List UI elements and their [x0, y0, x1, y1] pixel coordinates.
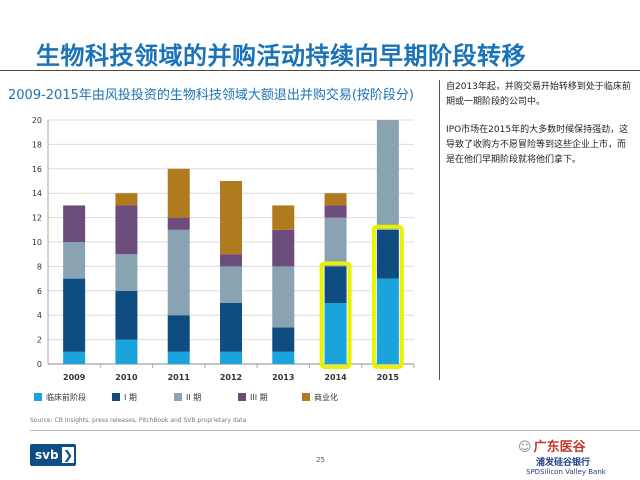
x-tick-label: 2011 — [168, 373, 191, 382]
bar-segment — [272, 205, 295, 230]
legend-swatch — [302, 393, 310, 401]
legend-label: I 期 — [124, 393, 137, 402]
bar-segment — [115, 254, 138, 291]
legend-label: 临床前阶段 — [46, 392, 86, 402]
chart-subtitle: 2009-2015年由风投投资的生物科技领域大额退出并购交易(按阶段分) — [8, 88, 415, 103]
bar-segment — [63, 205, 86, 242]
y-tick-label: 14 — [32, 189, 42, 198]
highlight-box — [319, 261, 352, 369]
legend-label: 商业化 — [314, 392, 338, 402]
x-tick-label: 2010 — [115, 373, 138, 382]
bar-segment — [272, 266, 295, 328]
x-tick-label: 2009 — [63, 373, 86, 382]
bar-segment — [324, 266, 347, 303]
bar-segment — [272, 327, 295, 352]
bar-segment — [220, 254, 242, 267]
chevron-right-icon: ❯ — [62, 447, 74, 463]
wechat-icon: ☺ — [518, 440, 532, 455]
bar-segment — [324, 217, 347, 267]
bar-segment — [63, 242, 86, 279]
y-tick-label: 6 — [37, 287, 42, 296]
bar-segment — [167, 168, 190, 218]
x-tick-label: 2013 — [272, 373, 294, 382]
svb-logo-text: svb — [35, 448, 59, 462]
stacked-bar-chart: 0 2 4 6 8 10 12 14 16 18 20 2009 2010 2011 2012 2013 201… — [32, 116, 415, 402]
y-tick-label: 12 — [32, 214, 42, 223]
wechat-watermark: ☺ 广东医谷 — [518, 436, 586, 455]
y-tick-label: 4 — [37, 311, 42, 320]
bar-segment — [167, 315, 190, 352]
x-tick-label: 2015 — [377, 373, 400, 382]
watermark-text: 广东医谷 — [533, 440, 586, 455]
legend-swatch — [174, 393, 182, 401]
notes-panel: 自2013年起，并购交易开始转移到处于临床前期或一期阶段的公司中。 IPO市场在… — [439, 80, 634, 380]
bar-segment — [220, 303, 242, 352]
bar-segment — [167, 351, 190, 364]
highlight-box — [371, 224, 404, 369]
note-paragraph: 自2013年起，并购交易开始转移到处于临床前期或一期阶段的公司中。 — [446, 82, 631, 107]
y-tick-label: 16 — [32, 165, 42, 174]
source-note: Source: CB Insights, press releases, Pit… — [30, 417, 247, 424]
bar-segment — [220, 266, 242, 303]
y-tick-label: 10 — [32, 238, 42, 247]
x-tick-label: 2012 — [220, 373, 242, 382]
legend-label: III 期 — [250, 393, 268, 402]
bar-segment — [272, 229, 295, 267]
bar-segment — [324, 205, 347, 218]
bar-segment — [376, 278, 399, 364]
y-tick-label: 8 — [37, 262, 42, 271]
bar-segment — [115, 290, 138, 340]
y-tick-label: 0 — [37, 360, 42, 369]
bar-segment — [115, 205, 138, 255]
y-tick-label: 2 — [37, 336, 42, 345]
bar-segment — [376, 120, 399, 230]
bar-segment — [220, 351, 242, 364]
x-tick-label: 2014 — [324, 373, 347, 382]
bar-segment — [63, 278, 86, 352]
page-number: 25 — [316, 456, 325, 464]
legend-swatch — [34, 393, 42, 401]
y-tick-label: 18 — [32, 140, 42, 149]
bank-name-cn: 浦发硅谷银行 — [536, 458, 591, 468]
bar-segment — [167, 217, 190, 230]
legend-swatch — [238, 393, 246, 401]
bar-segment — [115, 339, 138, 364]
bar-segment — [63, 351, 86, 364]
bar-segment — [167, 229, 190, 316]
bar-segment — [324, 193, 347, 206]
legend-swatch — [112, 393, 120, 401]
legend-label: II 期 — [186, 393, 201, 402]
bar-segment — [376, 229, 399, 279]
bank-name-en: SPDSilicon Valley Bank — [526, 468, 606, 476]
note-paragraph: IPO市场在2015年的大多数时候保持强劲，这导致了收购方不愿冒险等到这些企业上… — [446, 125, 629, 165]
title-divider — [0, 70, 640, 71]
bar-segment — [272, 351, 295, 364]
slide-title: 生物科技领域的并购活动持续向早期阶段转移 — [36, 42, 526, 70]
footer-divider — [30, 430, 640, 431]
bank-logo: 浦发硅谷银行 SPDSilicon Valley Bank — [520, 455, 640, 480]
bar-segment — [115, 193, 138, 206]
y-tick-label: 20 — [32, 116, 42, 125]
svb-logo: svb ❯ — [30, 444, 76, 466]
bar-segment — [324, 303, 347, 364]
bar-segment — [220, 181, 242, 255]
